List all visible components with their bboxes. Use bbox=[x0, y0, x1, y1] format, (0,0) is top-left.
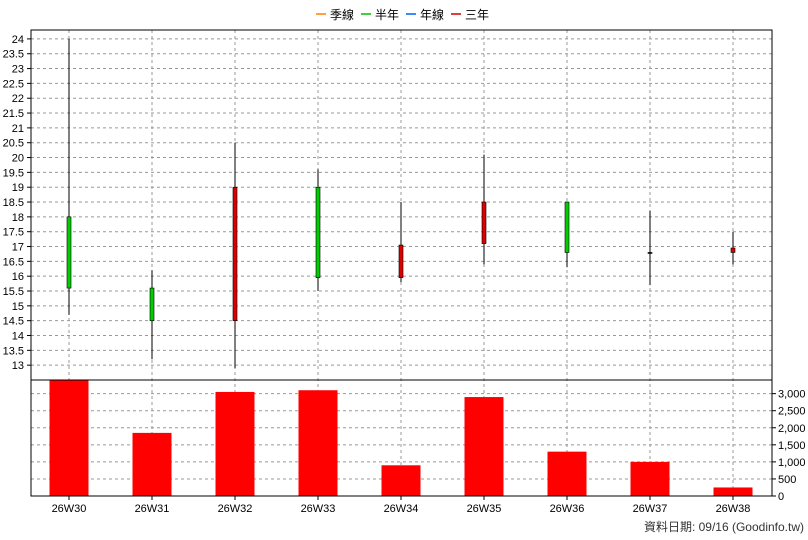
price-tick-label: 17.5 bbox=[3, 227, 24, 239]
legend-label: 半年 bbox=[375, 8, 399, 22]
price-tick-label: 20.5 bbox=[3, 138, 24, 150]
volume-tick-label: 1,000 bbox=[778, 457, 806, 469]
volume-bar bbox=[298, 390, 338, 496]
volume-bar bbox=[464, 397, 504, 496]
volume-plot-frame bbox=[30, 379, 773, 497]
legend-label: 三年 bbox=[465, 8, 489, 22]
price-tick-label: 21 bbox=[12, 123, 24, 135]
volume-bar bbox=[132, 432, 172, 496]
volume-bar bbox=[630, 461, 670, 496]
volume-tick-label: 500 bbox=[778, 474, 796, 486]
price-tick-label: 22.5 bbox=[3, 78, 24, 90]
x-tick-label: 26W33 bbox=[301, 503, 336, 515]
price-tick-label: 15.5 bbox=[3, 286, 24, 298]
price-tick-label: 16 bbox=[12, 271, 24, 283]
volume-series bbox=[49, 380, 753, 496]
legend-label: 季線 bbox=[330, 7, 354, 22]
price-tick-label: 19.5 bbox=[3, 167, 24, 179]
price-tick-label: 18 bbox=[12, 212, 24, 224]
footer-source: 資料日期: 09/16 (Goodinfo.tw) bbox=[644, 520, 804, 534]
volume-axis: 0 500 1,000 1,500 2,000 2,500 3,000 bbox=[772, 389, 806, 503]
price-tick-label: 22 bbox=[12, 93, 24, 105]
price-tick-label: 23 bbox=[12, 64, 24, 76]
candle-body bbox=[149, 287, 155, 321]
price-tick-label: 23.5 bbox=[3, 49, 24, 61]
x-tick-label: 26W37 bbox=[633, 503, 668, 515]
candle-body bbox=[66, 216, 72, 289]
x-tick-label: 26W38 bbox=[716, 503, 751, 515]
price-tick-label: 18.5 bbox=[3, 197, 24, 209]
volume-tick-label: 0 bbox=[778, 491, 784, 503]
volume-tick-label: 1,500 bbox=[778, 440, 806, 452]
candle-body bbox=[730, 247, 736, 253]
candle-body bbox=[481, 201, 487, 244]
candle-body bbox=[564, 201, 570, 253]
volume-bar bbox=[713, 487, 753, 496]
volume-bar bbox=[381, 465, 421, 496]
volume-bar bbox=[49, 380, 89, 496]
x-tick-label: 26W31 bbox=[135, 503, 170, 515]
price-tick-label: 16.5 bbox=[3, 256, 24, 268]
x-tick-label: 26W36 bbox=[550, 503, 585, 515]
volume-tick-label: 2,000 bbox=[778, 423, 806, 435]
x-axis: 26W30 26W31 26W32 26W33 26W34 26W35 26W36 26W37… bbox=[52, 496, 751, 515]
price-axis: 13 13.5 14 14.5 15 15.5 16 16.5 17 17.5 18 18.5 19 19… bbox=[3, 34, 31, 372]
legend: 季線 半年 年線 三年 bbox=[316, 7, 489, 22]
x-tick-label: 26W35 bbox=[467, 503, 502, 515]
price-tick-label: 14.5 bbox=[3, 316, 24, 328]
x-tick-label: 26W32 bbox=[218, 503, 253, 515]
price-tick-label: 17 bbox=[12, 242, 24, 254]
price-tick-label: 20 bbox=[12, 153, 24, 165]
price-tick-label: 14 bbox=[12, 331, 24, 343]
volume-tick-label: 3,000 bbox=[778, 389, 806, 401]
price-tick-label: 13.5 bbox=[3, 345, 24, 357]
legend-label: 年線 bbox=[420, 7, 444, 22]
price-tick-label: 15 bbox=[12, 301, 24, 313]
price-tick-label: 21.5 bbox=[3, 108, 24, 120]
price-tick-label: 13 bbox=[12, 360, 24, 372]
volume-tick-label: 2,500 bbox=[778, 406, 806, 418]
candle-body bbox=[398, 244, 404, 278]
candle-body bbox=[232, 186, 238, 321]
x-tick-label: 26W34 bbox=[384, 503, 419, 515]
x-tick-label: 26W30 bbox=[52, 503, 87, 515]
candle-body bbox=[647, 252, 653, 254]
volume-bar bbox=[547, 451, 587, 496]
volume-bar bbox=[215, 391, 255, 496]
price-tick-label: 19 bbox=[12, 182, 24, 194]
price-tick-label: 24 bbox=[12, 34, 24, 46]
candle-body bbox=[315, 186, 321, 278]
candlestick-series bbox=[66, 38, 736, 369]
